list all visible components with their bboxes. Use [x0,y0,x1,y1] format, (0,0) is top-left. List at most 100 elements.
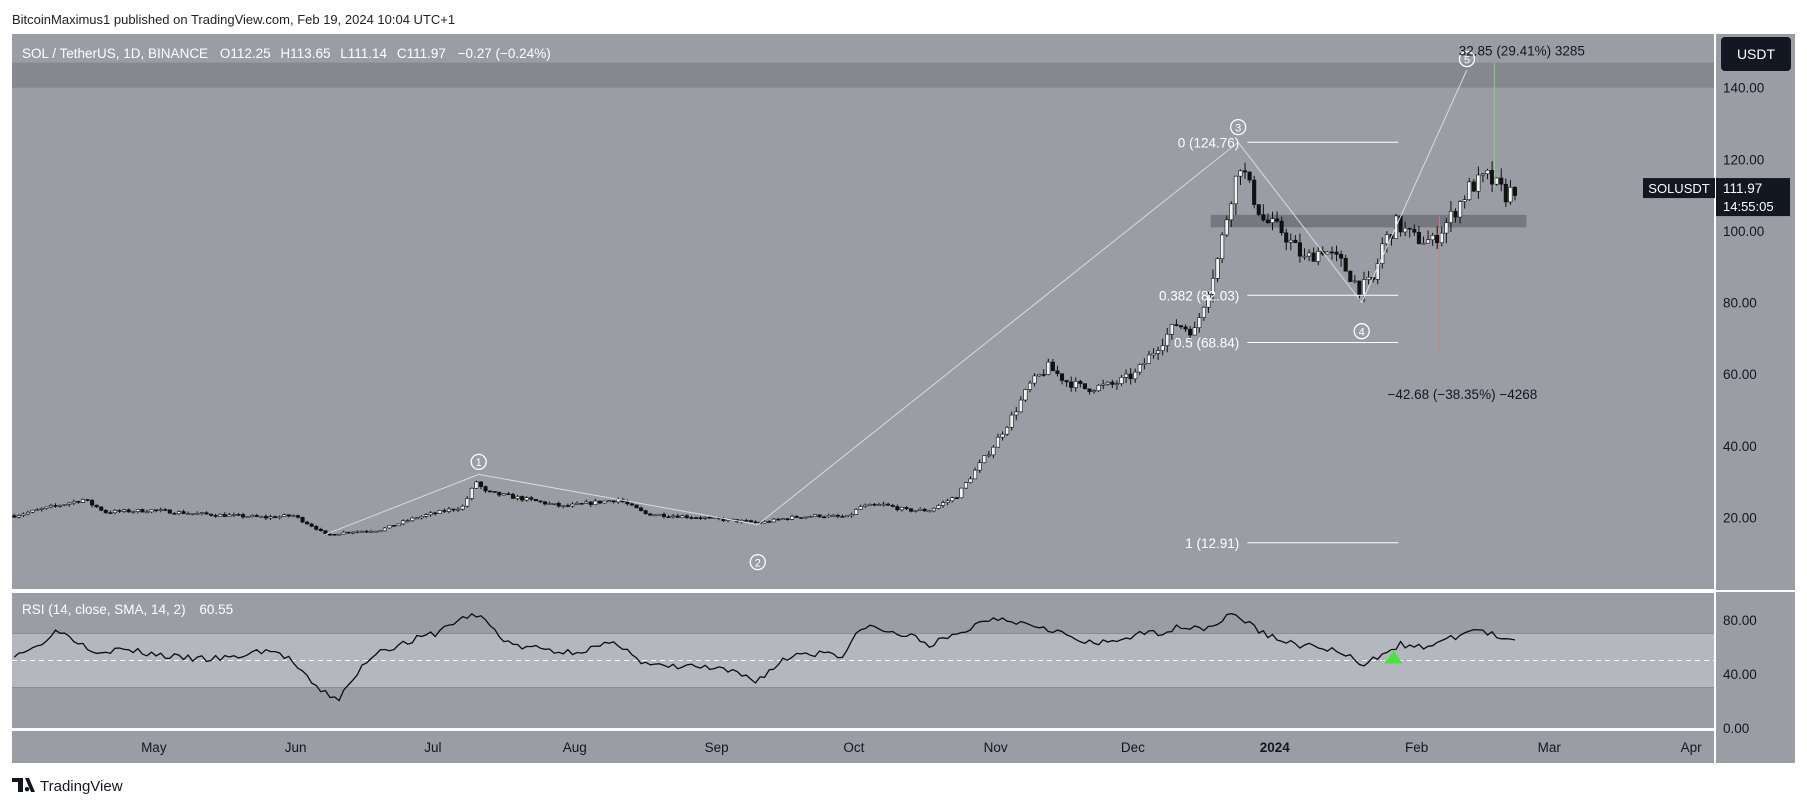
candle-body [391,525,397,527]
candle-body [62,504,67,506]
candle-body [1224,219,1229,236]
candle [588,501,593,508]
candle [199,512,204,516]
candle [1096,383,1101,393]
candle-body [959,487,964,499]
candle-body [538,500,543,503]
candle-body [1169,324,1174,335]
candle-body [1421,242,1426,245]
candle-body [424,514,429,517]
candle [433,511,438,516]
candle [391,525,397,527]
candle [1352,274,1357,284]
candle [876,502,882,506]
candle-body [876,504,882,506]
candle-body [922,508,927,512]
candle [776,517,781,521]
candle [1242,162,1248,179]
candle-body [1137,364,1142,373]
candle-body [1206,294,1211,308]
candle [1512,186,1518,201]
legend-high-label: H [280,46,290,61]
candle-body [410,517,415,522]
candle [1444,218,1449,244]
candle-body [186,513,191,515]
time-tick-label: Mar [1538,740,1562,755]
candle [570,502,575,508]
rsi-tick-label: 40.00 [1723,667,1757,682]
candle [337,533,342,536]
symbol-legend[interactable]: SOL / TetherUS, 1D, BINANCE O112.25 H113… [22,46,551,61]
candle [597,500,602,505]
candle [442,508,447,514]
candle-body [753,521,758,524]
candle-body [1357,280,1362,296]
candle-body [1334,251,1339,255]
wave-label-text: 2 [755,557,761,569]
candle-body [195,513,200,515]
candle [149,509,154,513]
candle [753,520,758,524]
candle [1156,346,1161,360]
candle [1448,200,1453,233]
candle [44,506,49,510]
candle-body [931,508,936,512]
candle-body [588,501,593,505]
candle-body [318,528,323,531]
candle [474,480,479,489]
time-axis[interactable]: May Jun Jul Aug Sep Oct Nov Dec 2024 Feb Mar Apr [141,740,1702,755]
candle [460,504,465,511]
rsi-legend[interactable]: RSI (14, close, SMA, 14, 2) 60.55 [22,602,233,617]
candle [222,512,227,517]
candle [602,500,607,504]
candle [250,514,255,518]
tradingview-logo[interactable]: TradingView [12,778,123,795]
candle [286,514,291,518]
candle-body [190,513,195,515]
price-axis[interactable]: 140.00 120.00 100.00 80.00 60.00 40.00 20.00 [1723,81,1764,526]
candle-body [607,500,612,503]
candle-body [181,511,186,514]
candle [1458,200,1463,224]
candle-body [355,531,360,533]
candle [1014,407,1019,421]
wave-label-4: 4 [1353,323,1370,340]
candle-body [1407,227,1412,230]
candle-body [401,520,406,525]
candle [812,514,817,518]
time-tick-label: Jun [285,740,307,755]
candle-body [890,504,895,507]
candle-body [886,503,891,506]
candle [456,507,461,512]
candle [259,515,264,518]
candle-body [707,516,712,519]
candle-body [428,512,433,515]
rsi-axis[interactable]: 80.00 40.00 0.00 [1723,613,1757,736]
candle [867,503,872,506]
candle [227,512,232,517]
candle-body [94,504,99,508]
currency-button[interactable]: USDT [1721,37,1791,71]
candle [1078,379,1083,388]
candle [1348,270,1353,282]
candle-body [1156,350,1161,354]
candle [186,511,191,515]
candle-body [387,525,392,529]
candle [1297,233,1302,263]
candle-body [140,509,145,513]
candle [48,503,53,509]
candle [1403,221,1408,237]
legend-low: 111.14 [348,46,388,61]
time-axis-bg [12,731,1714,763]
candle [1462,195,1467,209]
candle-body [67,502,72,505]
candle-body [71,501,76,504]
candle [483,485,488,493]
candle [1490,161,1495,192]
candle [35,507,40,511]
candle-body [465,498,470,507]
candle [465,496,470,508]
legend-close: 111.97 [407,46,446,61]
candle [497,491,502,497]
